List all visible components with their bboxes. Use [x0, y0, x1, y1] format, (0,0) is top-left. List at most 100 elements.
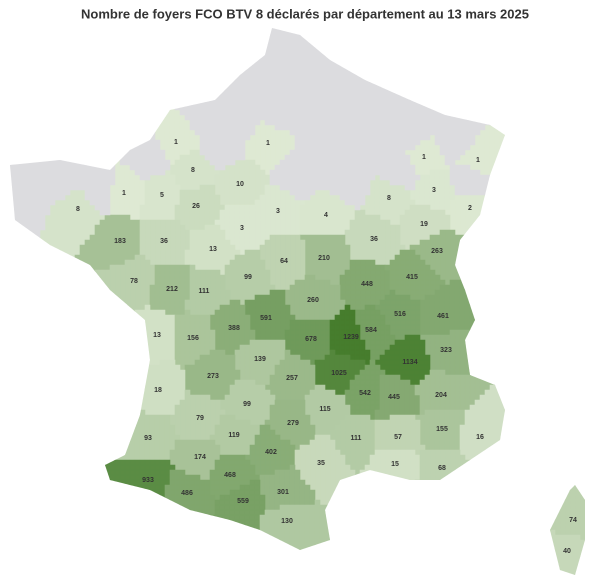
department-value: 16	[476, 434, 484, 441]
no-data-area	[224, 94, 261, 141]
department	[139, 169, 181, 221]
department-value: 174	[194, 454, 206, 461]
department-value: 99	[244, 274, 252, 281]
department	[244, 289, 296, 341]
department-value: 64	[280, 258, 288, 265]
department	[384, 249, 446, 301]
department	[169, 389, 226, 441]
department-value: 78	[130, 278, 138, 285]
department	[174, 184, 226, 231]
department-value: 486	[181, 490, 193, 497]
department	[329, 304, 371, 366]
department-value: 3	[276, 208, 280, 215]
department	[64, 254, 156, 336]
department-value: 2	[468, 205, 472, 212]
department-value: 156	[187, 335, 199, 342]
no-data-area	[324, 159, 376, 211]
regions	[10, 28, 585, 575]
department-value: 415	[406, 274, 418, 281]
department-value: 1025	[331, 370, 347, 377]
department-value: 5	[160, 192, 164, 199]
department-value: 204	[435, 392, 447, 399]
department-value: 1134	[402, 359, 417, 366]
department-value: 130	[281, 518, 293, 525]
department	[89, 359, 186, 416]
department	[374, 289, 421, 341]
department-value: 40	[563, 548, 571, 555]
department-value: 448	[361, 281, 373, 288]
department-value: 119	[228, 432, 239, 439]
department	[244, 424, 296, 476]
department-value: 115	[319, 406, 330, 413]
department-value: 257	[286, 375, 298, 382]
department	[329, 414, 376, 476]
department	[234, 339, 286, 386]
department-value: 301	[277, 489, 289, 496]
department	[344, 209, 406, 266]
department-value: 18	[154, 387, 162, 394]
department-value: 559	[237, 498, 249, 505]
department-value: 933	[142, 477, 154, 484]
department-value: 99	[243, 401, 251, 408]
no-data-area	[199, 129, 246, 171]
department-value: 678	[305, 336, 317, 343]
department-value: 1	[266, 140, 270, 147]
department-value: 36	[160, 238, 168, 245]
department-value: 468	[224, 472, 236, 479]
department-value: 212	[166, 286, 178, 293]
department-value: 93	[144, 435, 152, 442]
department-value: 210	[318, 255, 330, 262]
department-value: 1	[122, 190, 126, 197]
no-data-area	[259, 89, 306, 136]
department-value: 36	[370, 236, 378, 243]
department	[374, 414, 426, 456]
department-value: 388	[228, 325, 240, 332]
department-value: 1	[422, 154, 426, 161]
map-title: Nombre de foyers FCO BTV 8 déclarés par …	[81, 6, 529, 21]
department	[79, 459, 176, 551]
no-data-area	[294, 114, 346, 166]
department-value: 111	[199, 288, 210, 295]
department-value: 35	[317, 460, 325, 467]
department-value: 183	[114, 238, 126, 245]
department-value: 279	[287, 420, 299, 427]
department-value: 57	[394, 434, 402, 441]
department-value: 79	[196, 415, 204, 422]
department-value: 591	[260, 315, 272, 322]
department-value: 8	[387, 195, 391, 202]
department-value: 15	[391, 461, 399, 468]
department-value: 13	[209, 246, 217, 253]
no-data-area	[374, 149, 421, 191]
department-value: 19	[420, 221, 428, 228]
department-value: 4	[324, 212, 328, 219]
department	[184, 264, 231, 316]
department-value: 323	[440, 347, 452, 354]
department-value: 139	[254, 356, 266, 363]
department-value: 74	[569, 517, 577, 524]
department-value: 516	[394, 311, 406, 318]
department	[149, 264, 191, 316]
department	[444, 194, 541, 266]
department-value: 1239	[343, 334, 359, 341]
department-value: 111	[351, 435, 362, 442]
department-value: 260	[307, 297, 319, 304]
department-value: 26	[192, 203, 200, 210]
department-value: 461	[437, 313, 449, 320]
department	[264, 349, 316, 401]
department	[284, 274, 346, 321]
department-value: 1	[476, 157, 480, 164]
department	[84, 304, 176, 366]
department-value: 155	[436, 426, 448, 433]
department-value: 542	[359, 390, 371, 397]
department	[339, 259, 391, 311]
department-value: 402	[265, 449, 277, 456]
department-value: 13	[153, 332, 161, 339]
department-value: 1	[174, 139, 178, 146]
no-data-area	[269, 149, 326, 201]
department-value: 273	[207, 373, 219, 380]
department	[264, 399, 316, 451]
department	[504, 449, 585, 541]
department-value: 584	[365, 327, 377, 334]
